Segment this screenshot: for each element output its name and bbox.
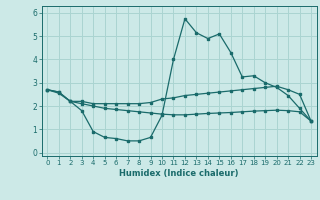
X-axis label: Humidex (Indice chaleur): Humidex (Indice chaleur): [119, 169, 239, 178]
